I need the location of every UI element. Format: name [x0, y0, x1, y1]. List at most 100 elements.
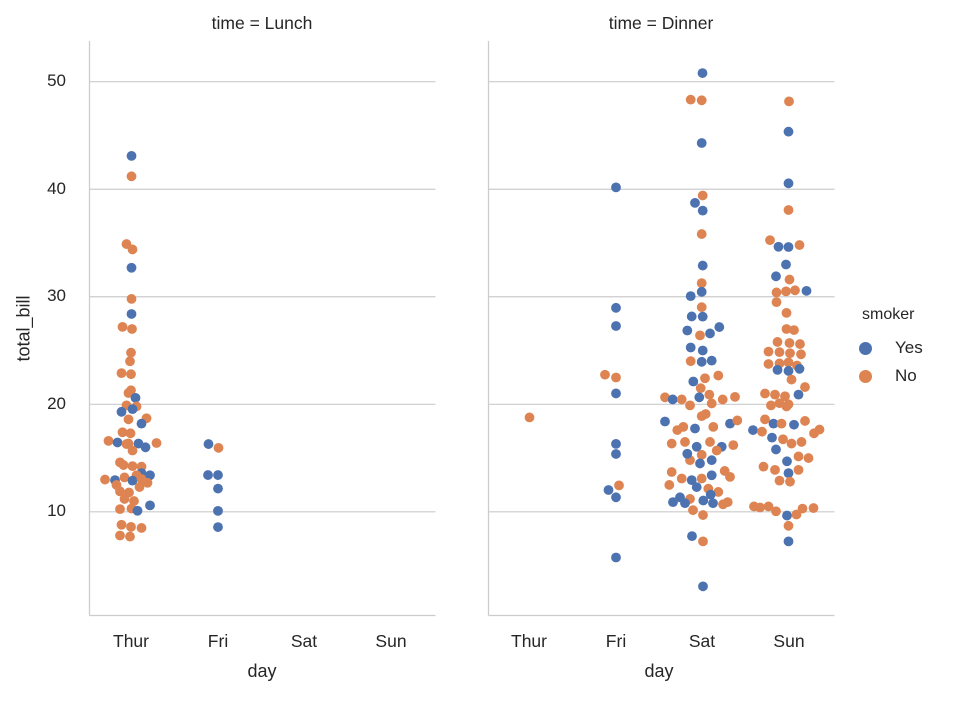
data-point — [676, 473, 687, 484]
y-tick-50: 50 — [47, 71, 66, 90]
data-point — [667, 394, 678, 405]
data-point — [126, 521, 136, 532]
data-point — [763, 359, 774, 369]
data-point — [611, 449, 621, 459]
data-point — [213, 522, 223, 532]
data-point — [690, 423, 700, 434]
data-point — [664, 480, 675, 490]
data-point — [793, 451, 804, 462]
x-axis-label-lunch: day — [247, 661, 277, 681]
x-tick-lunch-sat: Sat — [290, 631, 318, 651]
data-point — [772, 337, 783, 347]
data-point — [757, 426, 767, 437]
data-point — [688, 505, 698, 516]
data-point — [706, 398, 717, 409]
data-point — [719, 466, 730, 476]
data-point — [151, 438, 162, 448]
data-point — [772, 364, 783, 375]
data-point — [694, 392, 705, 403]
data-point — [708, 421, 719, 432]
data-point — [711, 445, 722, 456]
data-point — [705, 489, 716, 500]
data-point — [797, 503, 808, 514]
data-point — [126, 309, 137, 319]
legend-item-yes: Yes — [858, 334, 923, 362]
data-point — [611, 372, 621, 383]
data-point — [213, 483, 223, 494]
x-tick-lunch-sun: Sun — [375, 631, 407, 651]
data-point — [103, 435, 114, 446]
data-point — [696, 449, 707, 460]
data-point — [127, 404, 138, 415]
data-point — [796, 437, 807, 447]
data-point — [126, 262, 137, 273]
data-point — [116, 519, 127, 530]
data-point — [786, 374, 797, 385]
data-point — [705, 328, 715, 339]
data-point — [685, 356, 696, 367]
data-point — [672, 425, 683, 435]
data-point — [786, 438, 797, 449]
data-point — [125, 356, 135, 367]
data-point — [725, 418, 735, 429]
data-point — [768, 418, 779, 429]
data-point — [814, 424, 825, 435]
data-point — [700, 409, 711, 419]
data-point — [125, 531, 135, 542]
data-point — [783, 357, 794, 368]
data-point — [695, 330, 705, 341]
legend-swatch-no-icon — [859, 369, 872, 383]
data-point — [794, 363, 805, 374]
data-point — [213, 470, 223, 480]
data-point — [696, 302, 707, 313]
data-point — [781, 307, 792, 318]
data-point — [808, 503, 819, 513]
data-point — [794, 240, 805, 250]
data-point — [771, 444, 781, 455]
data-point — [686, 475, 697, 485]
data-point — [611, 302, 621, 313]
data-point — [611, 321, 621, 331]
data-point — [145, 500, 155, 511]
data-point — [134, 482, 145, 492]
facet-title-lunch: time = Lunch — [211, 13, 313, 33]
data-point — [705, 437, 715, 447]
data-point — [771, 287, 782, 298]
data-point — [686, 311, 697, 322]
data-point — [680, 437, 690, 447]
data-point — [117, 321, 128, 332]
x-tick-lunch-thur: Thur — [113, 631, 149, 651]
y-axis-label: total_bill — [13, 295, 34, 362]
data-point — [778, 434, 788, 445]
data-point — [732, 415, 743, 426]
data-point — [696, 286, 707, 297]
data-point — [130, 392, 141, 403]
data-point — [783, 366, 794, 376]
data-point — [698, 536, 708, 547]
data-point — [136, 523, 147, 533]
legend: smoker Yes No — [858, 306, 923, 390]
data-point — [696, 356, 707, 367]
data-point — [784, 96, 794, 107]
facet-title-dinner: time = Dinner — [608, 13, 714, 33]
data-point — [127, 324, 137, 334]
data-point — [116, 406, 127, 417]
data-point — [717, 394, 728, 405]
data-point — [611, 182, 621, 193]
data-point — [112, 437, 123, 448]
data-point — [688, 376, 699, 387]
data-point — [145, 470, 155, 481]
data-point — [801, 285, 812, 296]
data-point — [687, 531, 697, 542]
data-point — [803, 453, 814, 463]
data-point — [700, 373, 710, 384]
data-point — [691, 441, 702, 452]
data-point — [213, 505, 223, 516]
data-point — [123, 414, 134, 425]
data-point — [697, 205, 708, 216]
legend-swatch-yes-icon — [859, 341, 872, 355]
data-point — [795, 339, 805, 349]
data-point — [697, 345, 708, 356]
data-point — [127, 244, 138, 255]
